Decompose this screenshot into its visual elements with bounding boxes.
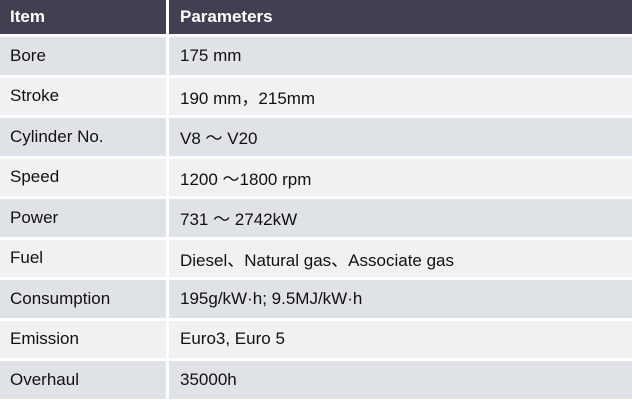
item-cell: Emission	[0, 320, 169, 361]
item-cell: Cylinder No.	[0, 118, 169, 159]
parameter-cell: 175 mm	[169, 37, 632, 78]
parameter-cell: Diesel、Natural gas、Associate gas	[169, 239, 632, 280]
table-row: Bore 175 mm	[0, 37, 632, 78]
table-row: Stroke 190 mm，215mm	[0, 77, 632, 118]
table-row: Fuel Diesel、Natural gas、Associate gas	[0, 239, 632, 280]
item-cell: Speed	[0, 158, 169, 199]
table-row: Emission Euro3, Euro 5	[0, 320, 632, 361]
item-cell: Fuel	[0, 239, 169, 280]
parameter-cell: 190 mm，215mm	[169, 77, 632, 118]
item-cell: Overhaul	[0, 361, 169, 402]
table-row: Overhaul 35000h	[0, 361, 632, 402]
table-row: Power 731 ～ 2742kW	[0, 199, 632, 240]
table-header-row: Item Parameters	[0, 0, 632, 37]
parameter-cell: 731 ～ 2742kW	[169, 199, 632, 240]
parameter-cell: 195g/kW·h; 9.5MJ/kW·h	[169, 280, 632, 321]
table-row: Speed 1200 ～1800 rpm	[0, 158, 632, 199]
parameter-cell: 1200 ～1800 rpm	[169, 158, 632, 199]
table-row: Consumption 195g/kW·h; 9.5MJ/kW·h	[0, 280, 632, 321]
header-parameters: Parameters	[169, 0, 632, 37]
parameter-cell: 35000h	[169, 361, 632, 402]
item-cell: Consumption	[0, 280, 169, 321]
item-cell: Power	[0, 199, 169, 240]
parameter-cell: Euro3, Euro 5	[169, 320, 632, 361]
item-cell: Stroke	[0, 77, 169, 118]
parameter-cell: V8 ～ V20	[169, 118, 632, 159]
header-item: Item	[0, 0, 169, 37]
item-cell: Bore	[0, 37, 169, 78]
table-row: Cylinder No. V8 ～ V20	[0, 118, 632, 159]
